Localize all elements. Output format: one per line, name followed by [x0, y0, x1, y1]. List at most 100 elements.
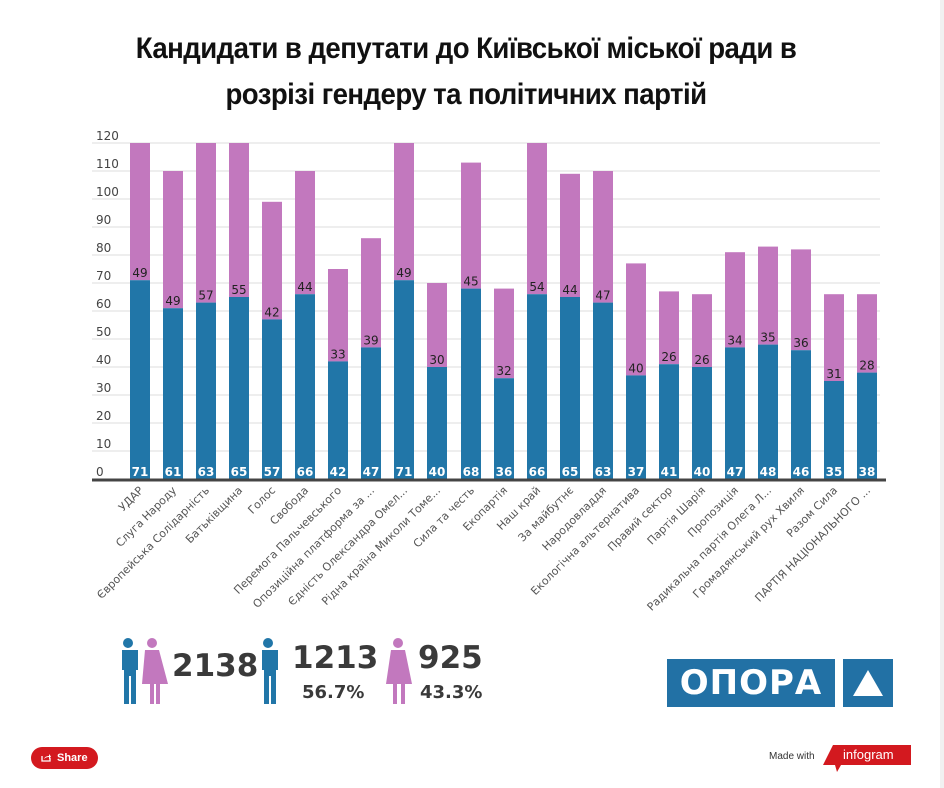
- female-value-label: 49: [165, 294, 180, 308]
- female-value-label: 44: [562, 283, 577, 297]
- bar-male: [262, 319, 282, 479]
- male-value-label: 38: [859, 465, 876, 479]
- male-value-label: 65: [231, 465, 248, 479]
- bar-group: 42 33: [328, 269, 348, 479]
- female-value-label: 57: [198, 289, 213, 303]
- bar-female: [295, 171, 315, 295]
- female-value-label: 40: [628, 361, 643, 375]
- infogram-brand: infogram: [843, 747, 894, 762]
- bar-group: 63 47: [593, 171, 613, 479]
- bar-group: 40 26: [692, 294, 712, 479]
- bar-male: [461, 288, 481, 479]
- male-value-label: 35: [826, 465, 843, 479]
- y-tick-label: 0: [96, 465, 104, 479]
- bar-female: [527, 143, 547, 295]
- bar-female: [659, 291, 679, 365]
- bar-group: 68 45: [461, 162, 481, 479]
- chart-title: Кандидати в депутати до Київської місько…: [37, 26, 894, 118]
- x-tick-label: УДАР: [116, 484, 146, 514]
- male-value-label: 57: [264, 465, 281, 479]
- page-edge-strip: [940, 0, 944, 788]
- male-value-label: 46: [793, 465, 810, 479]
- bar-male: [725, 347, 745, 479]
- male-value-label: 47: [363, 465, 380, 479]
- bar-group: 66 54: [527, 143, 547, 479]
- gender-totals: 2138 1213 56.7% 925 43.3%: [0, 632, 500, 712]
- female-value-label: 42: [264, 305, 279, 319]
- bar-female: [163, 171, 183, 309]
- y-tick-label: 80: [96, 241, 111, 255]
- male-percent: 56.7%: [302, 682, 365, 703]
- bar-male: [593, 302, 613, 479]
- male-value-label: 42: [330, 465, 347, 479]
- bar-group: 71 49: [394, 143, 414, 479]
- male-value-label: 40: [429, 465, 446, 479]
- y-tick-label: 40: [96, 353, 111, 367]
- bar-male: [494, 378, 514, 479]
- female-percent: 43.3%: [420, 682, 483, 703]
- male-value-label: 65: [562, 465, 579, 479]
- female-value-label: 36: [793, 336, 808, 350]
- bar-group: 38 28: [857, 294, 877, 479]
- bar-male: [196, 302, 216, 479]
- bar-group: 57 42: [262, 201, 282, 479]
- female-icon: [386, 638, 412, 704]
- male-value-label: 37: [628, 465, 645, 479]
- bar-female: [361, 238, 381, 348]
- y-tick-label: 100: [96, 185, 119, 199]
- y-tick-label: 20: [96, 409, 111, 423]
- bar-group: 61 49: [163, 171, 183, 479]
- bar-group: 37 40: [626, 263, 646, 479]
- opora-logo: ОПОРА: [667, 659, 893, 707]
- chart-title-line-2: розрізі гендеру та політичних партій: [225, 78, 707, 111]
- bar-female: [857, 294, 877, 373]
- bar-group: 41 26: [659, 291, 679, 479]
- y-tick-label: 30: [96, 381, 111, 395]
- bar-female: [626, 263, 646, 376]
- male-value-label: 61: [165, 465, 182, 479]
- bar-male: [692, 367, 712, 479]
- bar-male: [163, 308, 183, 479]
- bar-group: 65 44: [560, 173, 580, 479]
- bar-female: [328, 269, 348, 362]
- male-value-label: 71: [396, 465, 413, 479]
- bar-female: [196, 143, 216, 303]
- female-value-label: 35: [760, 331, 775, 345]
- female-value-label: 30: [429, 353, 444, 367]
- bar-female: [494, 288, 514, 379]
- female-value-label: 49: [396, 266, 411, 280]
- bars: 71 49 61 49 63 57 65 55 57 42 66 44 42 33 47 39 71 49 40 30…: [130, 143, 877, 479]
- bar-group: 36 32: [494, 288, 514, 479]
- female-value-label: 28: [859, 359, 874, 373]
- triangle-icon: [843, 659, 893, 707]
- male-count: 1213: [292, 640, 379, 676]
- bar-female: [725, 252, 745, 348]
- bar-male: [229, 297, 249, 479]
- couple-icon: [118, 638, 168, 704]
- female-value-label: 49: [132, 266, 147, 280]
- stacked-bar-chart: 0 10 20 30 40 50 60 70 80 90 100 110 120 71 49 61 49 63 5…: [92, 129, 886, 614]
- bar-group: 47 34: [725, 252, 745, 479]
- bar-female: [758, 246, 778, 345]
- bar-female: [394, 143, 414, 281]
- male-value-label: 68: [463, 465, 480, 479]
- female-value-label: 34: [727, 333, 742, 347]
- bar-male: [361, 347, 381, 479]
- x-tick-label: Єдність Олександра Омел...: [286, 484, 411, 609]
- y-tick-label: 50: [96, 325, 111, 339]
- gridlines: [92, 142, 880, 452]
- bar-female: [560, 173, 580, 297]
- female-value-label: 44: [297, 280, 312, 294]
- female-value-label: 55: [231, 283, 246, 297]
- female-value-label: 31: [826, 367, 841, 381]
- male-value-label: 47: [727, 465, 744, 479]
- female-value-label: 45: [463, 275, 478, 289]
- bar-male: [427, 367, 447, 479]
- bar-female: [427, 283, 447, 367]
- bar-male: [857, 372, 877, 479]
- y-axis-ticks: 0 10 20 30 40 50 60 70 80 90 100 110 120: [96, 129, 119, 479]
- share-button[interactable]: Share: [31, 747, 98, 769]
- y-tick-label: 120: [96, 129, 119, 143]
- infogram-badge[interactable]: infogram: [823, 745, 911, 773]
